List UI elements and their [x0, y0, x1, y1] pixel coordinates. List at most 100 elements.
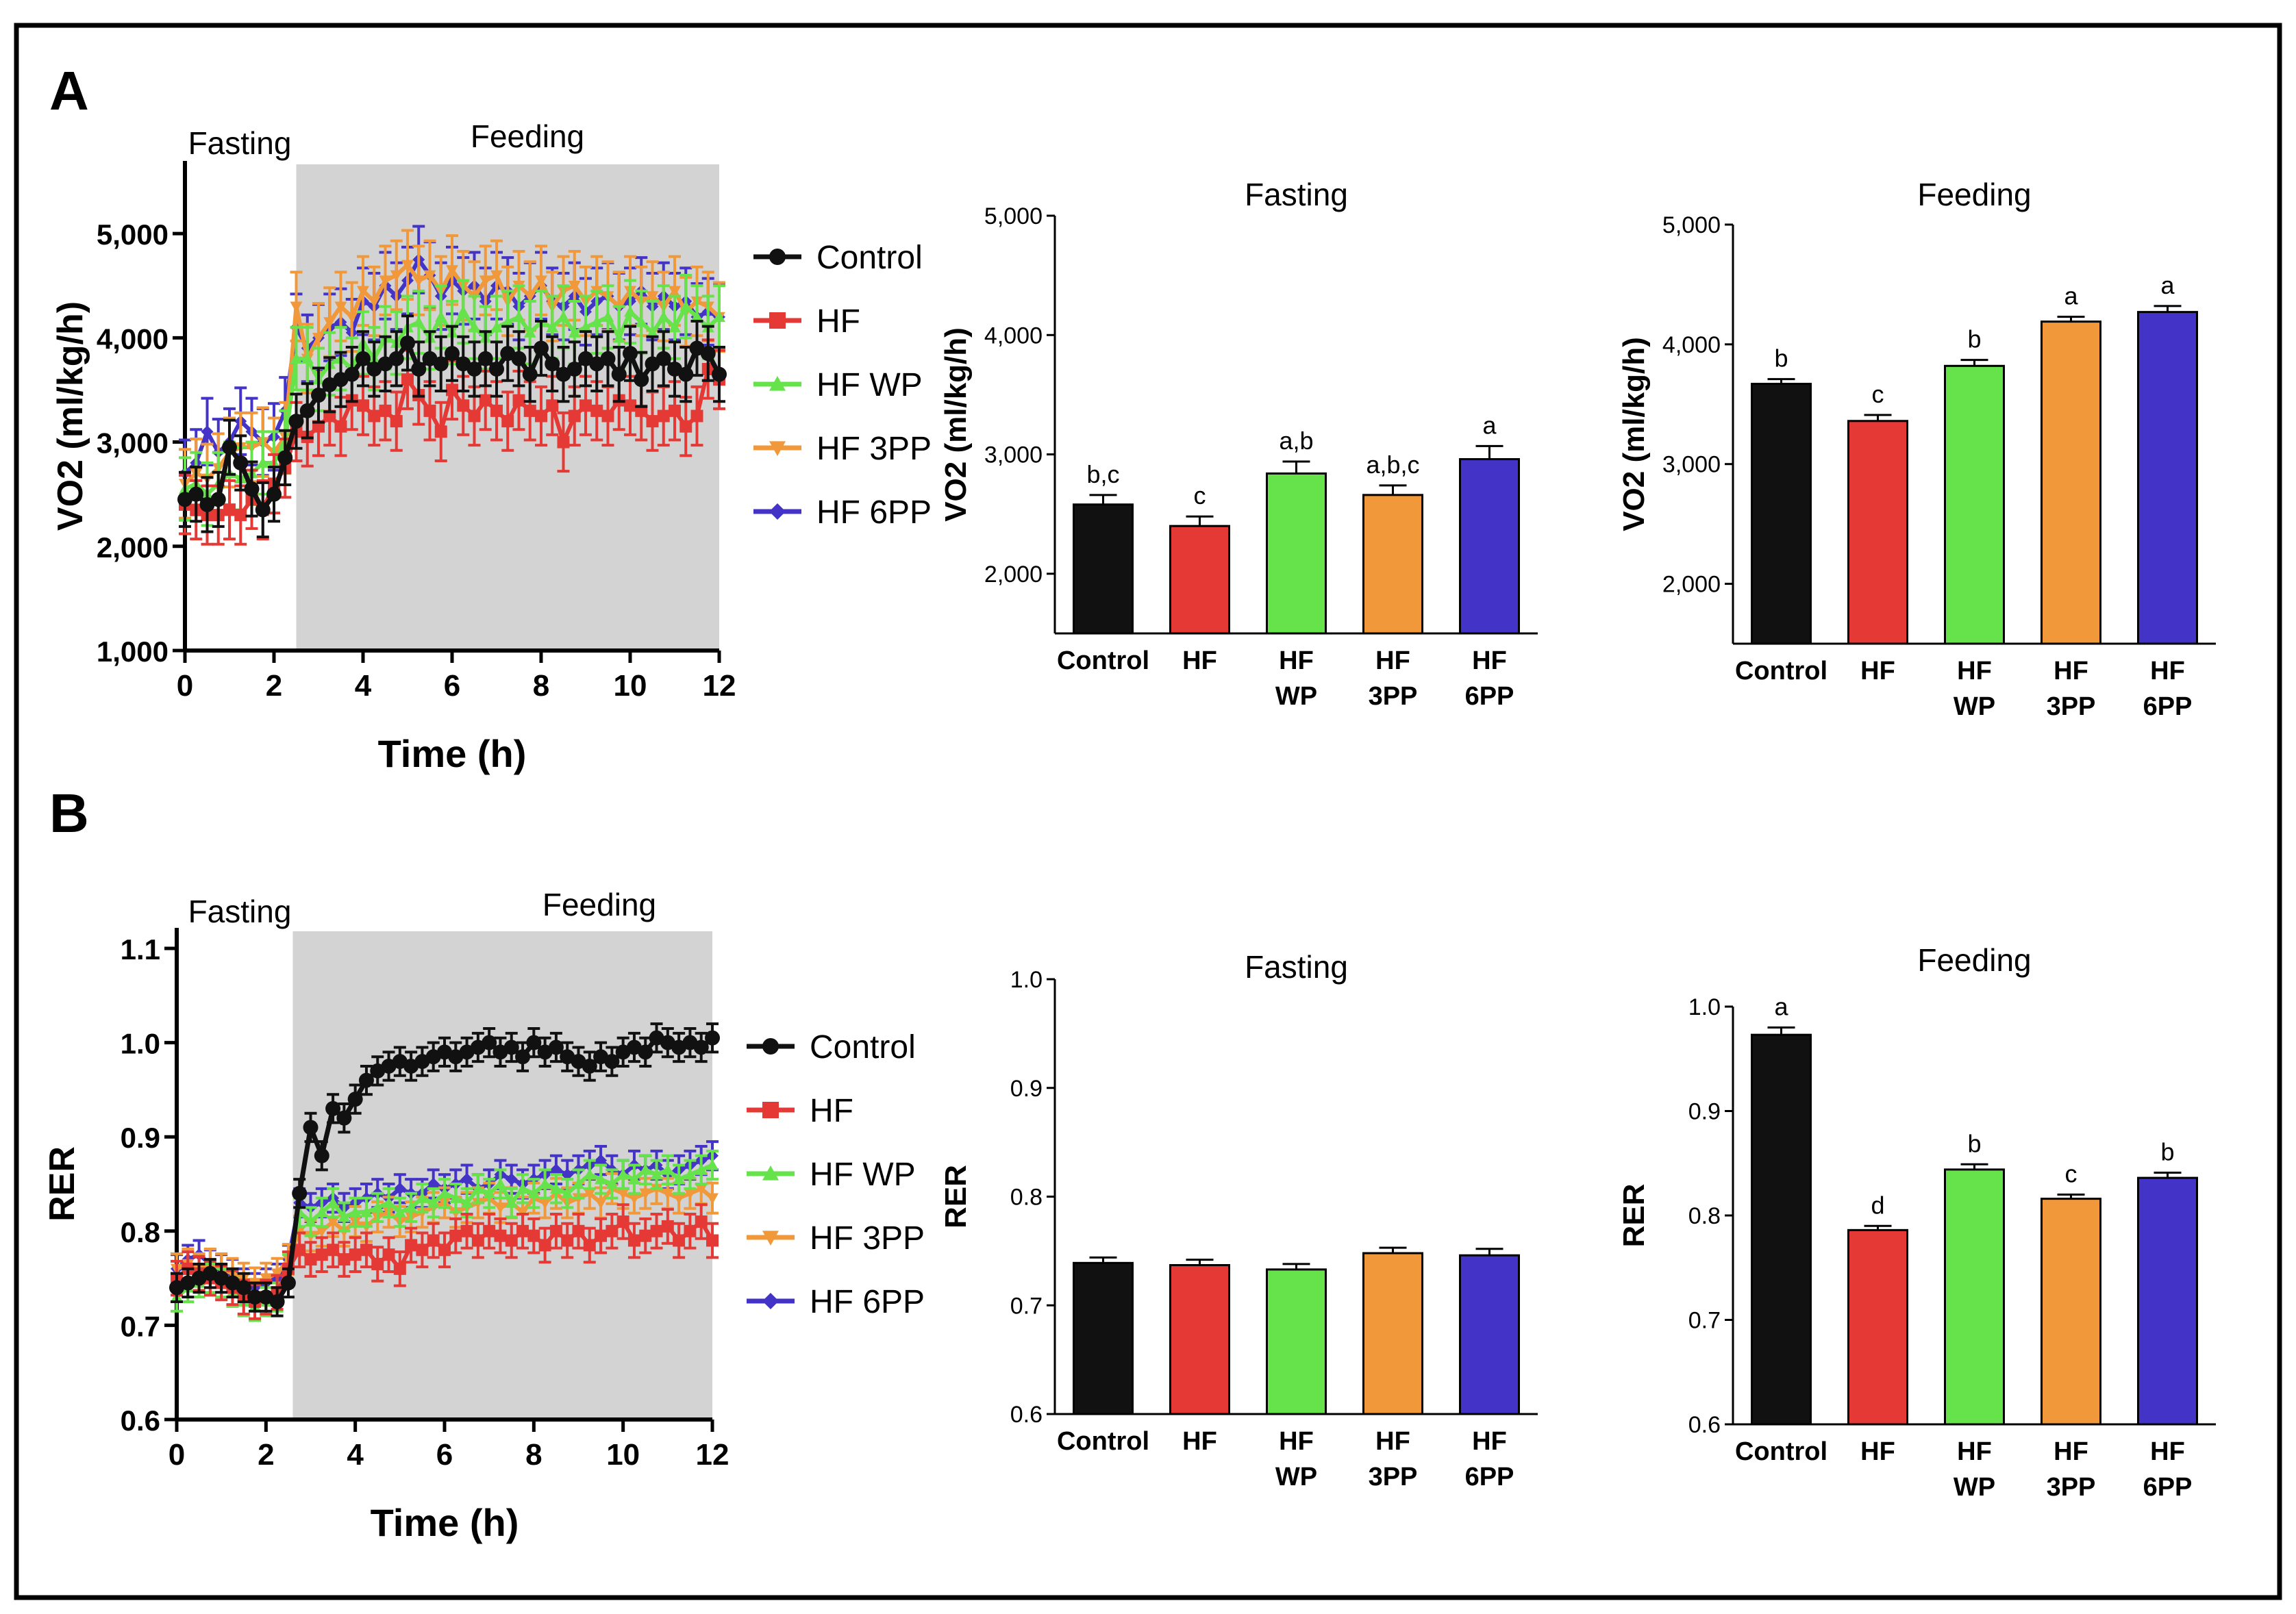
bar: [2041, 320, 2101, 645]
data-point: [769, 249, 786, 265]
significance-label: a: [1774, 993, 1788, 1021]
B_feeding_bar-y-label: RER: [1617, 1184, 1651, 1248]
data-point: [684, 1168, 697, 1180]
bar: [1847, 420, 1908, 645]
data-point: [327, 1196, 340, 1208]
data-point: [483, 1187, 496, 1198]
data-point: [434, 310, 447, 323]
data-point: [393, 1206, 406, 1218]
data-point: [490, 321, 503, 333]
data-point: [401, 260, 414, 271]
category-label: 3PP: [2047, 692, 2096, 721]
B_time-y-tick-label: 1.1: [121, 933, 160, 966]
data-point: [494, 1178, 507, 1189]
category-label: Control: [1735, 1437, 1827, 1466]
data-point: [345, 312, 358, 323]
B_time-y-tick-label: 0.9: [121, 1122, 160, 1154]
A_time-x-tick-label: 6: [444, 669, 460, 703]
data-point: [673, 1234, 686, 1247]
data-point: [657, 409, 670, 423]
significance-label: c: [1194, 481, 1206, 509]
data-point: [360, 1244, 373, 1257]
data-point: [301, 352, 314, 364]
data-point: [612, 331, 625, 343]
data-point: [405, 1239, 418, 1252]
data-point: [549, 1182, 562, 1194]
category-label: Control: [1057, 646, 1149, 675]
data-point: [523, 291, 536, 303]
data-point: [762, 1165, 779, 1181]
data-point: [360, 1206, 373, 1218]
data-point: [210, 492, 226, 507]
data-point: [292, 1185, 308, 1201]
data-point: [611, 366, 627, 382]
data-point: [511, 351, 527, 366]
category-label: HF: [1279, 1427, 1314, 1456]
data-point: [712, 366, 727, 382]
legend-label-hf-6pp: HF 6PP: [816, 494, 932, 531]
B_time-x-tick-label: 0: [169, 1438, 185, 1472]
data-point: [661, 1188, 674, 1200]
data-point: [678, 366, 694, 382]
data-point: [446, 383, 458, 396]
data-point: [483, 1224, 496, 1237]
data-point: [661, 1220, 674, 1233]
data-point: [601, 310, 614, 323]
data-point: [401, 373, 414, 386]
significance-label: c: [1872, 380, 1884, 408]
category-label: HF: [1957, 657, 1992, 685]
A_feeding_bar-y-tick-label: 4,000: [1662, 332, 1721, 358]
A_time-x-tick-label: 0: [177, 669, 193, 703]
data-point: [512, 394, 525, 407]
data-point: [568, 409, 581, 423]
data-point: [639, 1188, 652, 1200]
A_fasting_bar-y-label: VO2 (ml/kg/h): [939, 327, 973, 522]
panel-label-b: B: [49, 783, 89, 844]
data-point: [344, 366, 360, 382]
A_fasting_bar-title: Fasting: [1245, 177, 1348, 212]
data-point: [769, 503, 786, 520]
data-point: [501, 415, 514, 428]
legend-label-hf-3pp: HF 3PP: [810, 1220, 925, 1257]
data-point: [546, 399, 559, 412]
data-point: [411, 362, 427, 377]
bar: [2137, 311, 2198, 645]
data-point: [705, 1030, 720, 1046]
A_time-y-label: VO2 (ml/kg/h): [51, 301, 90, 531]
bar: [2137, 1176, 2198, 1426]
category-label: HF: [1472, 646, 1507, 675]
significance-label: b: [1774, 344, 1788, 373]
data-point: [449, 1191, 462, 1203]
data-point: [523, 404, 536, 417]
category-label: HF: [1182, 1427, 1217, 1456]
data-point: [311, 388, 326, 403]
data-point: [624, 305, 636, 317]
data-point: [527, 1187, 540, 1198]
data-point: [545, 356, 560, 372]
B_fasting_bar-y-label: RER: [939, 1165, 973, 1228]
category-label: 3PP: [1369, 682, 1418, 711]
A_fasting_bar-y-tick-label: 4,000: [984, 323, 1043, 349]
bar: [1169, 525, 1230, 635]
data-point: [695, 1163, 708, 1175]
data-point: [427, 1234, 440, 1247]
significance-label: b: [1967, 1129, 1981, 1157]
data-point: [639, 1229, 652, 1242]
data-point: [583, 1188, 596, 1200]
data-point: [669, 286, 681, 297]
B_fasting_bar-y-tick-label: 0.7: [1010, 1293, 1043, 1319]
data-point: [269, 1294, 285, 1309]
data-point: [590, 316, 603, 327]
A_time-y-tick-label: 3,000: [97, 427, 169, 459]
data-point: [572, 1224, 585, 1237]
data-point: [338, 1253, 351, 1266]
data-point: [512, 310, 525, 323]
B_fasting_bar-title: Fasting: [1245, 949, 1348, 985]
category-label: 6PP: [2143, 692, 2193, 721]
A_feeding_bar-y-tick-label: 2,000: [1662, 572, 1721, 598]
data-point: [468, 321, 481, 333]
B_time-series-control: [169, 1022, 720, 1317]
A_feeding_bar-title: Feeding: [1917, 177, 2031, 212]
data-point: [616, 1188, 629, 1200]
data-point: [505, 1173, 518, 1186]
